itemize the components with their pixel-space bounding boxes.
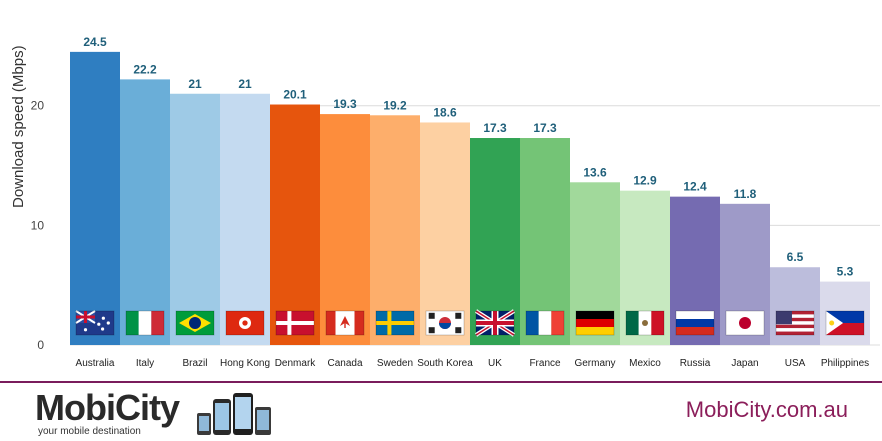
data-label: 6.5 [787, 250, 804, 264]
bar[interactable] [120, 79, 170, 346]
bar[interactable] [220, 93, 270, 345]
flags [75, 309, 865, 337]
x-tick-label: Japan [731, 358, 758, 369]
bar[interactable] [420, 122, 470, 345]
x-tick-label: Canada [327, 358, 362, 369]
bar[interactable] [170, 93, 220, 345]
logo-text: MobiCity [35, 387, 180, 428]
brazil-flag-icon [175, 310, 215, 336]
bar-chart: 0 10 20 24.5 Australia 22.2 Italy 21 Brazil 21 Hon… [10, 35, 880, 369]
data-label: 21 [188, 77, 202, 91]
usa-flag-icon [775, 310, 815, 336]
bar[interactable] [520, 138, 570, 345]
data-label: 20.1 [283, 88, 307, 102]
bar[interactable] [270, 104, 320, 346]
russia-flag-icon [675, 310, 715, 336]
bar[interactable] [320, 114, 370, 345]
canada-flag-icon [325, 310, 365, 336]
uk-flag-icon [474, 309, 516, 337]
denmark-flag-icon [275, 310, 315, 336]
phones-icon [197, 393, 271, 435]
x-tick-label: France [529, 358, 561, 369]
hong-kong-flag-icon [225, 310, 265, 336]
philippines-flag-icon [825, 310, 865, 336]
x-tick-label: Hong Kong [220, 358, 270, 369]
y-tick-label: 0 [37, 338, 44, 352]
x-tick-label: USA [785, 358, 806, 369]
x-tick-label: Italy [136, 358, 154, 369]
data-label: 18.6 [433, 105, 457, 119]
data-label: 22.2 [133, 62, 157, 76]
bar[interactable] [70, 51, 120, 345]
data-label: 5.3 [837, 265, 854, 279]
data-label: 19.2 [383, 98, 407, 112]
x-tick-label: Brazil [182, 358, 207, 369]
italy-flag-icon [125, 310, 165, 336]
x-tick-label: Australia [76, 358, 115, 369]
x-tick-label: Russia [680, 358, 711, 369]
x-tick-label: South Korea [417, 358, 473, 369]
data-label: 17.3 [533, 121, 557, 135]
data-label: 12.9 [633, 174, 657, 188]
logo-tagline: your mobile destination [38, 426, 141, 437]
x-tick-label: Germany [574, 358, 615, 369]
data-label: 17.3 [483, 121, 507, 135]
data-label: 21 [238, 77, 252, 91]
x-tick-label: Sweden [377, 358, 413, 369]
site-url-link[interactable]: MobiCity.com.au [685, 397, 848, 422]
y-tick-label: 10 [31, 218, 45, 232]
data-label: 19.3 [333, 97, 357, 111]
y-tick-label: 20 [31, 99, 45, 113]
bar[interactable] [370, 115, 420, 346]
x-tick-label: Philippines [821, 358, 869, 369]
australia-flag-icon [75, 310, 115, 336]
y-axis-label: Download speed (Mbps) [10, 45, 27, 208]
mobicity-logo[interactable]: MobiCity your mobile destination [35, 389, 275, 439]
france-flag-icon [525, 310, 565, 336]
south-korea-flag-icon [425, 310, 465, 336]
mexico-flag-icon [625, 310, 665, 336]
x-tick-label: Mexico [629, 358, 661, 369]
x-tick-label: Denmark [275, 358, 317, 369]
labels: 0 10 20 24.5 Australia 22.2 Italy 21 Brazil 21 Hon… [31, 35, 870, 369]
germany-flag-icon [575, 310, 615, 336]
data-label: 13.6 [583, 165, 607, 179]
data-label: 12.4 [683, 180, 707, 194]
x-tick-label: UK [488, 358, 502, 369]
data-label: 11.8 [734, 187, 757, 201]
data-label: 24.5 [83, 35, 107, 49]
japan-flag-icon [725, 310, 765, 336]
footer-divider [0, 381, 882, 383]
sweden-flag-icon [375, 310, 415, 336]
footer: MobiCity your mobile destination MobiCit… [0, 383, 882, 441]
